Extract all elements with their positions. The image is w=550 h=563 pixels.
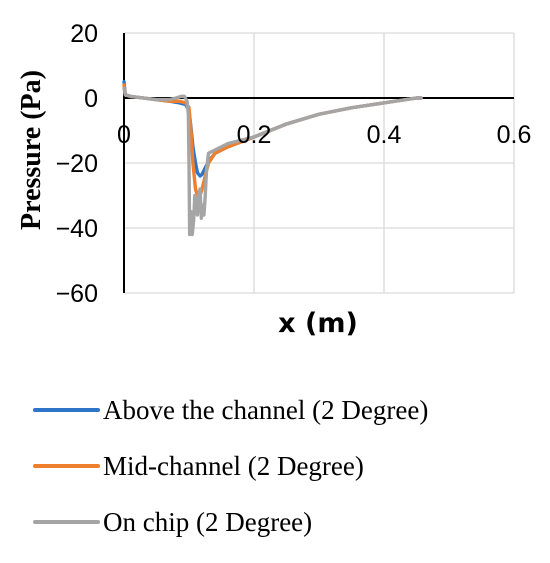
series-layer (122, 80, 423, 237)
legend: Above the channel (2 Degree) Mid-channel … (33, 395, 428, 537)
y-tick-label: −20 (56, 150, 98, 178)
x-tick-label: 0.6 (497, 121, 532, 149)
legend-label: On chip (2 Degree) (103, 507, 312, 537)
x-tick-label: 0.4 (367, 121, 402, 149)
tick-layer: 20 0 −20 −40 −60 0 0.2 0.4 0.6 (56, 20, 532, 308)
y-tick-label: 0 (84, 85, 98, 113)
legend-item: On chip (2 Degree) (33, 507, 312, 537)
x-tick-label: 0 (117, 121, 131, 149)
y-tick-label: −60 (56, 280, 98, 308)
series-line-3 (122, 86, 423, 237)
y-axis-title: Pressure (Pa) (16, 70, 47, 230)
legend-item: Above the channel (2 Degree) (33, 395, 428, 425)
legend-label: Above the channel (2 Degree) (103, 395, 428, 425)
x-tick-label: 0.2 (237, 121, 272, 149)
axis-layer (123, 33, 514, 293)
y-tick-label: 20 (70, 20, 98, 48)
y-tick-label: −40 (56, 215, 98, 243)
x-axis-title: x (m) (278, 308, 358, 339)
grid-layer (123, 32, 515, 294)
legend-label: Mid-channel (2 Degree) (103, 451, 364, 481)
legend-item: Mid-channel (2 Degree) (33, 451, 364, 481)
